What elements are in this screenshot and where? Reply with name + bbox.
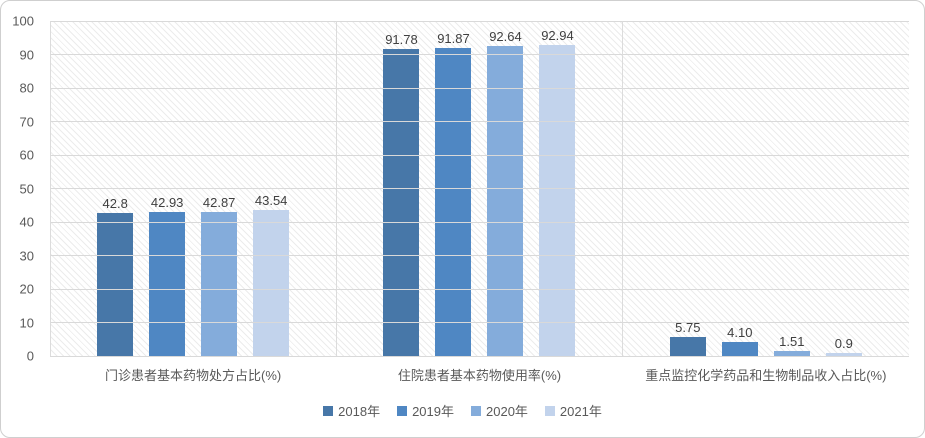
category-label: 重点监控化学药品和生物制品收入占比(%) (645, 368, 887, 383)
y-axis-tick-label: 50 (19, 181, 34, 196)
legend-item[interactable]: 2020年 (471, 401, 528, 420)
legend-swatch-icon (397, 405, 408, 416)
y-axis: 0 10 20 30 40 50 60 70 80 90 100 (1, 14, 43, 364)
bar-wrapper: 92.94 (539, 21, 576, 356)
gridline-vertical-separator (335, 21, 337, 356)
y-axis-tick-label: 40 (19, 214, 34, 230)
gridline-horizontal (50, 87, 909, 89)
bar-value-label: 1.51 (779, 333, 805, 349)
bar-wrapper: 1.51 (773, 21, 810, 356)
bar-2018年[interactable] (383, 48, 420, 356)
bar-2021年[interactable] (253, 210, 290, 356)
bar-2020年[interactable] (773, 350, 810, 356)
gridline-horizontal (50, 322, 909, 323)
y-axis-tick-label: 0 (26, 348, 34, 364)
y-axis-tick-label: 90 (19, 47, 34, 62)
bar-2020年[interactable] (487, 45, 524, 356)
bar-group: 42.8 42.93 42.87 43.54 (50, 21, 336, 356)
bar-2020年[interactable] (201, 212, 238, 356)
gridline-vertical-separator (622, 21, 624, 356)
y-axis-tick-label: 10 (19, 315, 34, 330)
bar-2021年[interactable] (825, 353, 862, 356)
bar-2021年[interactable] (539, 44, 576, 356)
bar-value-label: 42.8 (102, 195, 128, 211)
gridline-horizontal (50, 221, 909, 223)
y-axis-tick-label: 60 (19, 147, 34, 163)
bar-value-label: 4.10 (727, 325, 753, 341)
legend-swatch-icon (323, 405, 334, 416)
bar-value-label: 92.64 (489, 28, 522, 44)
bar-wrapper: 42.93 (149, 21, 186, 356)
y-axis-tick-label: 100 (12, 13, 34, 29)
bar-value-label: 42.87 (202, 195, 236, 211)
gridline-vertical-separator (49, 21, 51, 356)
bar-wrapper: 42.87 (201, 21, 238, 356)
bar-2018年[interactable] (97, 212, 134, 356)
legend-label: 2020年 (486, 404, 528, 419)
bar-value-label: 92.94 (541, 27, 574, 43)
gridline-horizontal (50, 54, 909, 55)
bar-wrapper: 43.54 (253, 21, 290, 356)
bar-wrapper: 42.8 (97, 21, 134, 356)
gridline-horizontal (50, 288, 909, 290)
legend-swatch-icon (471, 405, 481, 416)
bar-wrapper: 5.75 (669, 21, 706, 356)
category-label: 门诊患者基本药物处方占比(%) (105, 368, 282, 383)
bar-2018年[interactable] (669, 336, 706, 356)
bar-group: 91.78 91.87 92.64 92.94 (336, 21, 622, 356)
bar-2019年[interactable] (721, 342, 758, 356)
bar-value-label: 91.78 (385, 31, 418, 47)
bar-value-label: 43.54 (254, 193, 288, 209)
legend-item[interactable]: 2021年 (544, 401, 602, 420)
y-axis-tick-label: 30 (19, 248, 34, 263)
gridline-horizontal (50, 121, 909, 122)
legend-swatch-icon (544, 405, 555, 416)
bar-groups-container: 42.8 42.93 42.87 43.54 91.78 91.87 92.64 92.94 5… (50, 21, 909, 356)
bar-value-label: 0.9 (834, 336, 853, 351)
legend-label: 2021年 (559, 404, 602, 419)
bar-value-label: 42.93 (150, 195, 184, 211)
bar-wrapper: 4.10 (721, 21, 758, 356)
bar-value-label: 5.75 (675, 319, 701, 335)
y-axis-tick-label: 20 (19, 281, 34, 297)
y-axis-tick-label: 70 (19, 114, 34, 129)
gridline-horizontal (50, 355, 909, 357)
plot-area: 42.8 42.93 42.87 43.54 91.78 91.87 92.64 92.94 5… (49, 20, 909, 357)
legend: 2018年 2019年 2020年 2021年 (1, 401, 924, 420)
bar-wrapper: 0.9 (825, 21, 862, 356)
gridline-horizontal (50, 20, 909, 22)
bar-group: 5.75 4.10 1.51 0.9 (623, 21, 909, 356)
bar-wrapper: 91.78 (383, 21, 420, 356)
y-axis-tick-label: 80 (19, 80, 34, 96)
legend-item[interactable]: 2019年 (397, 401, 454, 420)
legend-label: 2018年 (338, 404, 381, 419)
x-axis-category-labels: 门诊患者基本药物处方占比(%) 住院患者基本药物使用率(%) 重点监控化学药品和生物… (50, 365, 909, 384)
bar-2019年[interactable] (435, 48, 472, 356)
legend-label: 2019年 (412, 404, 454, 419)
bar-wrapper: 91.87 (435, 21, 472, 356)
bar-wrapper: 92.64 (487, 21, 524, 356)
bar-2019年[interactable] (149, 212, 186, 356)
bar-value-label: 91.87 (437, 31, 470, 47)
legend-item[interactable]: 2018年 (323, 401, 380, 420)
gridline-horizontal (50, 154, 909, 156)
gridline-horizontal (50, 255, 909, 256)
gridline-horizontal (50, 188, 909, 189)
category-label: 住院患者基本药物使用率(%) (397, 368, 562, 383)
